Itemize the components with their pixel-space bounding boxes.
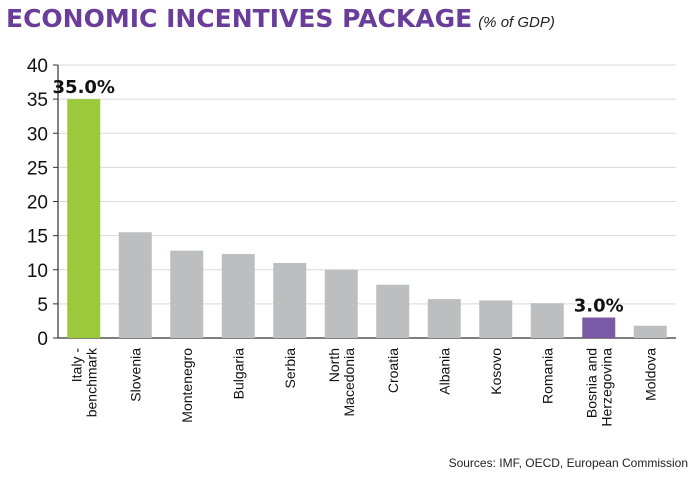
- y-tick-label: 5: [37, 295, 48, 316]
- x-tick-label: Bosnia andHerzegovina: [583, 348, 614, 427]
- bar: [221, 254, 255, 338]
- bar: [324, 269, 358, 338]
- x-tick-label: Bulgaria: [230, 348, 246, 400]
- source-note: Sources: IMF, OECD, European Commission: [448, 456, 688, 470]
- bar: [273, 262, 307, 338]
- x-tick-label-line: Bosnia and: [583, 348, 599, 418]
- data-label: 3.0%: [574, 296, 624, 317]
- x-tick-label-line: Romania: [539, 348, 555, 404]
- x-tick-label: NorthMacedonia: [326, 348, 357, 417]
- y-tick-label: 40: [27, 56, 48, 77]
- bar: [582, 317, 616, 338]
- chart-title-block: ECONOMIC INCENTIVES PACKAGE (% of GDP): [6, 4, 555, 33]
- bar: [479, 300, 513, 338]
- x-tick-label: Romania: [539, 348, 555, 404]
- x-tick-label: Croatia: [385, 348, 401, 393]
- data-label: 35.0%: [53, 77, 115, 98]
- x-tick-label: Italy -benchmark: [68, 347, 99, 417]
- chart-title: ECONOMIC INCENTIVES PACKAGE: [6, 4, 473, 33]
- bar: [67, 99, 101, 338]
- x-tick-label-line: Albania: [436, 348, 452, 395]
- x-tick-label: Montenegro: [179, 348, 195, 423]
- x-tick-label-line: Italy -: [68, 348, 84, 383]
- x-tick-label-line: Montenegro: [179, 348, 195, 423]
- x-tick-label: Albania: [436, 348, 452, 395]
- y-tick-label: 30: [27, 124, 48, 145]
- y-tick-label: 0: [37, 329, 48, 350]
- x-tick-label-line: Moldova: [642, 348, 658, 401]
- y-tick-label: 35: [27, 90, 48, 111]
- x-tick-label-line: North: [326, 348, 342, 382]
- x-tick-label-line: Serbia: [282, 348, 298, 389]
- bar: [633, 325, 667, 338]
- x-tick-label-line: Kosovo: [488, 348, 504, 395]
- y-tick-label: 15: [27, 227, 48, 248]
- x-tick-label-line: Bulgaria: [230, 348, 246, 400]
- x-tick-label-line: Slovenia: [127, 348, 143, 402]
- bar: [376, 284, 410, 338]
- x-tick-label-line: Herzegovina: [598, 348, 614, 427]
- bar: [118, 232, 152, 338]
- y-tick-label: 25: [27, 158, 48, 179]
- bar: [427, 299, 461, 338]
- chart-subtitle: (% of GDP): [478, 14, 555, 31]
- x-tick-label-line: benchmark: [83, 347, 99, 417]
- y-tick-label: 10: [27, 261, 48, 282]
- x-tick-label-line: Croatia: [385, 348, 401, 393]
- bar: [530, 303, 564, 338]
- x-tick-label-line: Macedonia: [341, 348, 357, 417]
- x-tick-label: Serbia: [282, 348, 298, 389]
- x-tick-label: Slovenia: [127, 348, 143, 402]
- bar: [170, 250, 204, 338]
- x-tick-label: Moldova: [642, 348, 658, 401]
- x-tick-label: Kosovo: [488, 348, 504, 395]
- y-tick-label: 20: [27, 193, 48, 214]
